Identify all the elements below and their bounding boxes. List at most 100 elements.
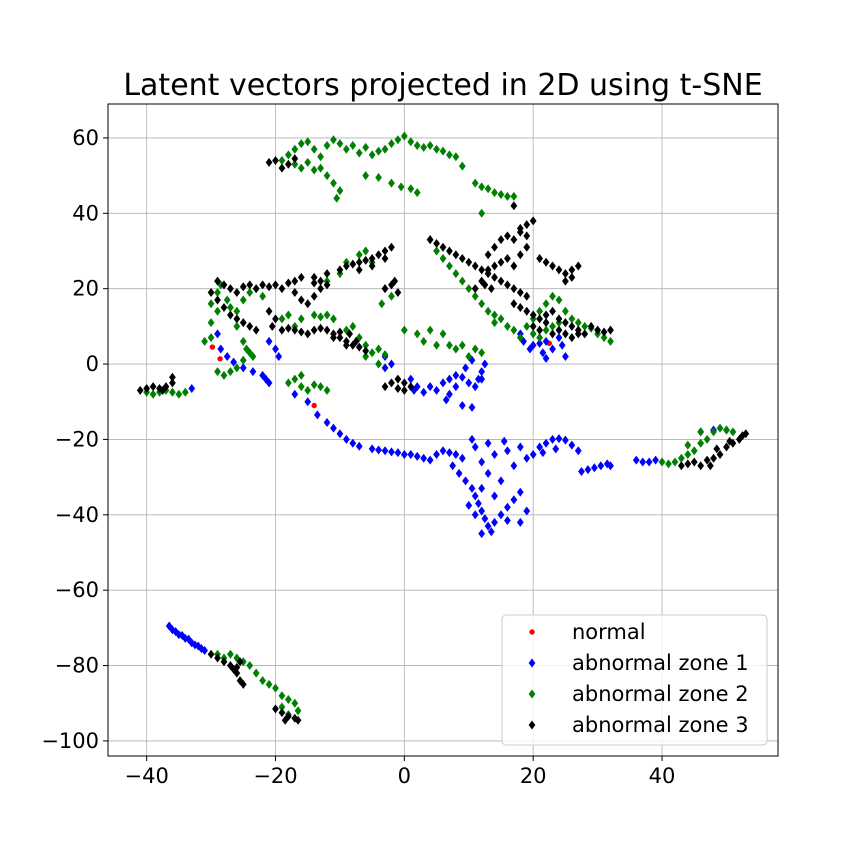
data-point <box>578 466 585 476</box>
data-point <box>214 306 221 316</box>
data-point <box>697 427 705 437</box>
y-tick-label: −80 <box>55 654 99 678</box>
data-point <box>368 254 376 264</box>
data-point <box>529 340 537 350</box>
data-point <box>349 321 357 331</box>
data-point <box>407 374 415 384</box>
data-point <box>446 261 453 271</box>
data-point <box>278 691 286 701</box>
chart-title: Latent vectors projected in 2D using t-S… <box>123 68 763 103</box>
data-point <box>278 314 286 324</box>
data-point <box>710 427 717 437</box>
data-point <box>458 453 466 463</box>
data-point <box>504 191 511 201</box>
series-4 <box>136 154 750 725</box>
data-point <box>323 269 331 279</box>
data-point <box>690 457 698 467</box>
data-point <box>400 385 408 395</box>
data-point <box>317 312 324 322</box>
data-point <box>594 325 601 335</box>
data-point <box>214 295 221 305</box>
data-point <box>304 385 312 395</box>
data-point <box>484 438 492 448</box>
data-point <box>574 318 582 328</box>
data-point <box>468 483 476 493</box>
data-point <box>214 276 221 286</box>
data-point <box>239 679 247 689</box>
data-point <box>529 321 537 331</box>
data-point <box>536 338 544 348</box>
data-point <box>362 346 370 356</box>
data-point <box>600 327 608 337</box>
x-tick-label: −40 <box>124 764 168 788</box>
data-point <box>336 265 344 275</box>
data-point <box>397 182 405 192</box>
data-point <box>510 495 518 505</box>
data-point <box>426 455 434 465</box>
data-point <box>310 380 318 390</box>
data-points <box>136 131 750 725</box>
data-point <box>413 140 421 150</box>
data-point <box>523 220 531 230</box>
data-point <box>330 333 337 343</box>
data-point <box>310 291 318 301</box>
data-point <box>214 287 221 297</box>
axis-ticks: −40 −20 0 20 40 −100 −80 −60 −40 −20 0 20 40 60 <box>41 126 675 788</box>
data-point <box>188 384 196 394</box>
data-point <box>584 465 592 475</box>
data-point <box>368 348 376 358</box>
data-point <box>523 231 531 241</box>
data-point <box>291 276 299 286</box>
data-point <box>143 384 151 394</box>
data-point <box>285 150 292 160</box>
data-point <box>549 291 556 301</box>
data-point <box>523 321 531 331</box>
data-point <box>201 336 209 346</box>
data-point <box>716 423 724 433</box>
data-point <box>568 321 576 331</box>
data-point <box>375 359 382 369</box>
data-point <box>581 321 589 331</box>
data-point <box>362 255 370 265</box>
data-point <box>465 500 473 510</box>
data-point <box>713 444 721 454</box>
data-point <box>310 278 318 288</box>
data-point <box>549 261 556 271</box>
data-point <box>265 306 273 316</box>
data-point <box>378 299 386 309</box>
data-point <box>323 325 331 335</box>
data-point <box>278 708 286 718</box>
data-point <box>297 370 305 380</box>
data-point <box>342 434 350 444</box>
legend-marker <box>528 658 536 668</box>
data-point <box>249 367 257 377</box>
data-point <box>304 299 312 309</box>
data-point <box>568 314 576 324</box>
data-point <box>481 280 489 290</box>
data-point <box>491 449 498 459</box>
data-point <box>304 157 312 167</box>
data-point <box>516 487 524 497</box>
data-point <box>381 382 389 392</box>
data-point <box>568 333 576 343</box>
data-point <box>529 310 537 320</box>
data-point <box>388 291 395 301</box>
data-point <box>223 352 231 362</box>
data-point <box>362 171 370 181</box>
data-point <box>346 329 353 339</box>
data-point <box>706 461 714 471</box>
data-point <box>446 374 453 384</box>
data-point <box>645 457 653 467</box>
data-point <box>207 333 215 343</box>
data-point <box>388 280 395 290</box>
data-point <box>285 694 292 704</box>
data-point <box>607 325 614 335</box>
data-point <box>317 163 324 173</box>
data-point <box>491 517 498 527</box>
data-point <box>542 438 550 448</box>
data-point <box>407 449 415 459</box>
data-point <box>275 352 283 362</box>
data-point <box>677 453 685 463</box>
data-point <box>246 661 254 671</box>
data-point <box>516 250 524 260</box>
